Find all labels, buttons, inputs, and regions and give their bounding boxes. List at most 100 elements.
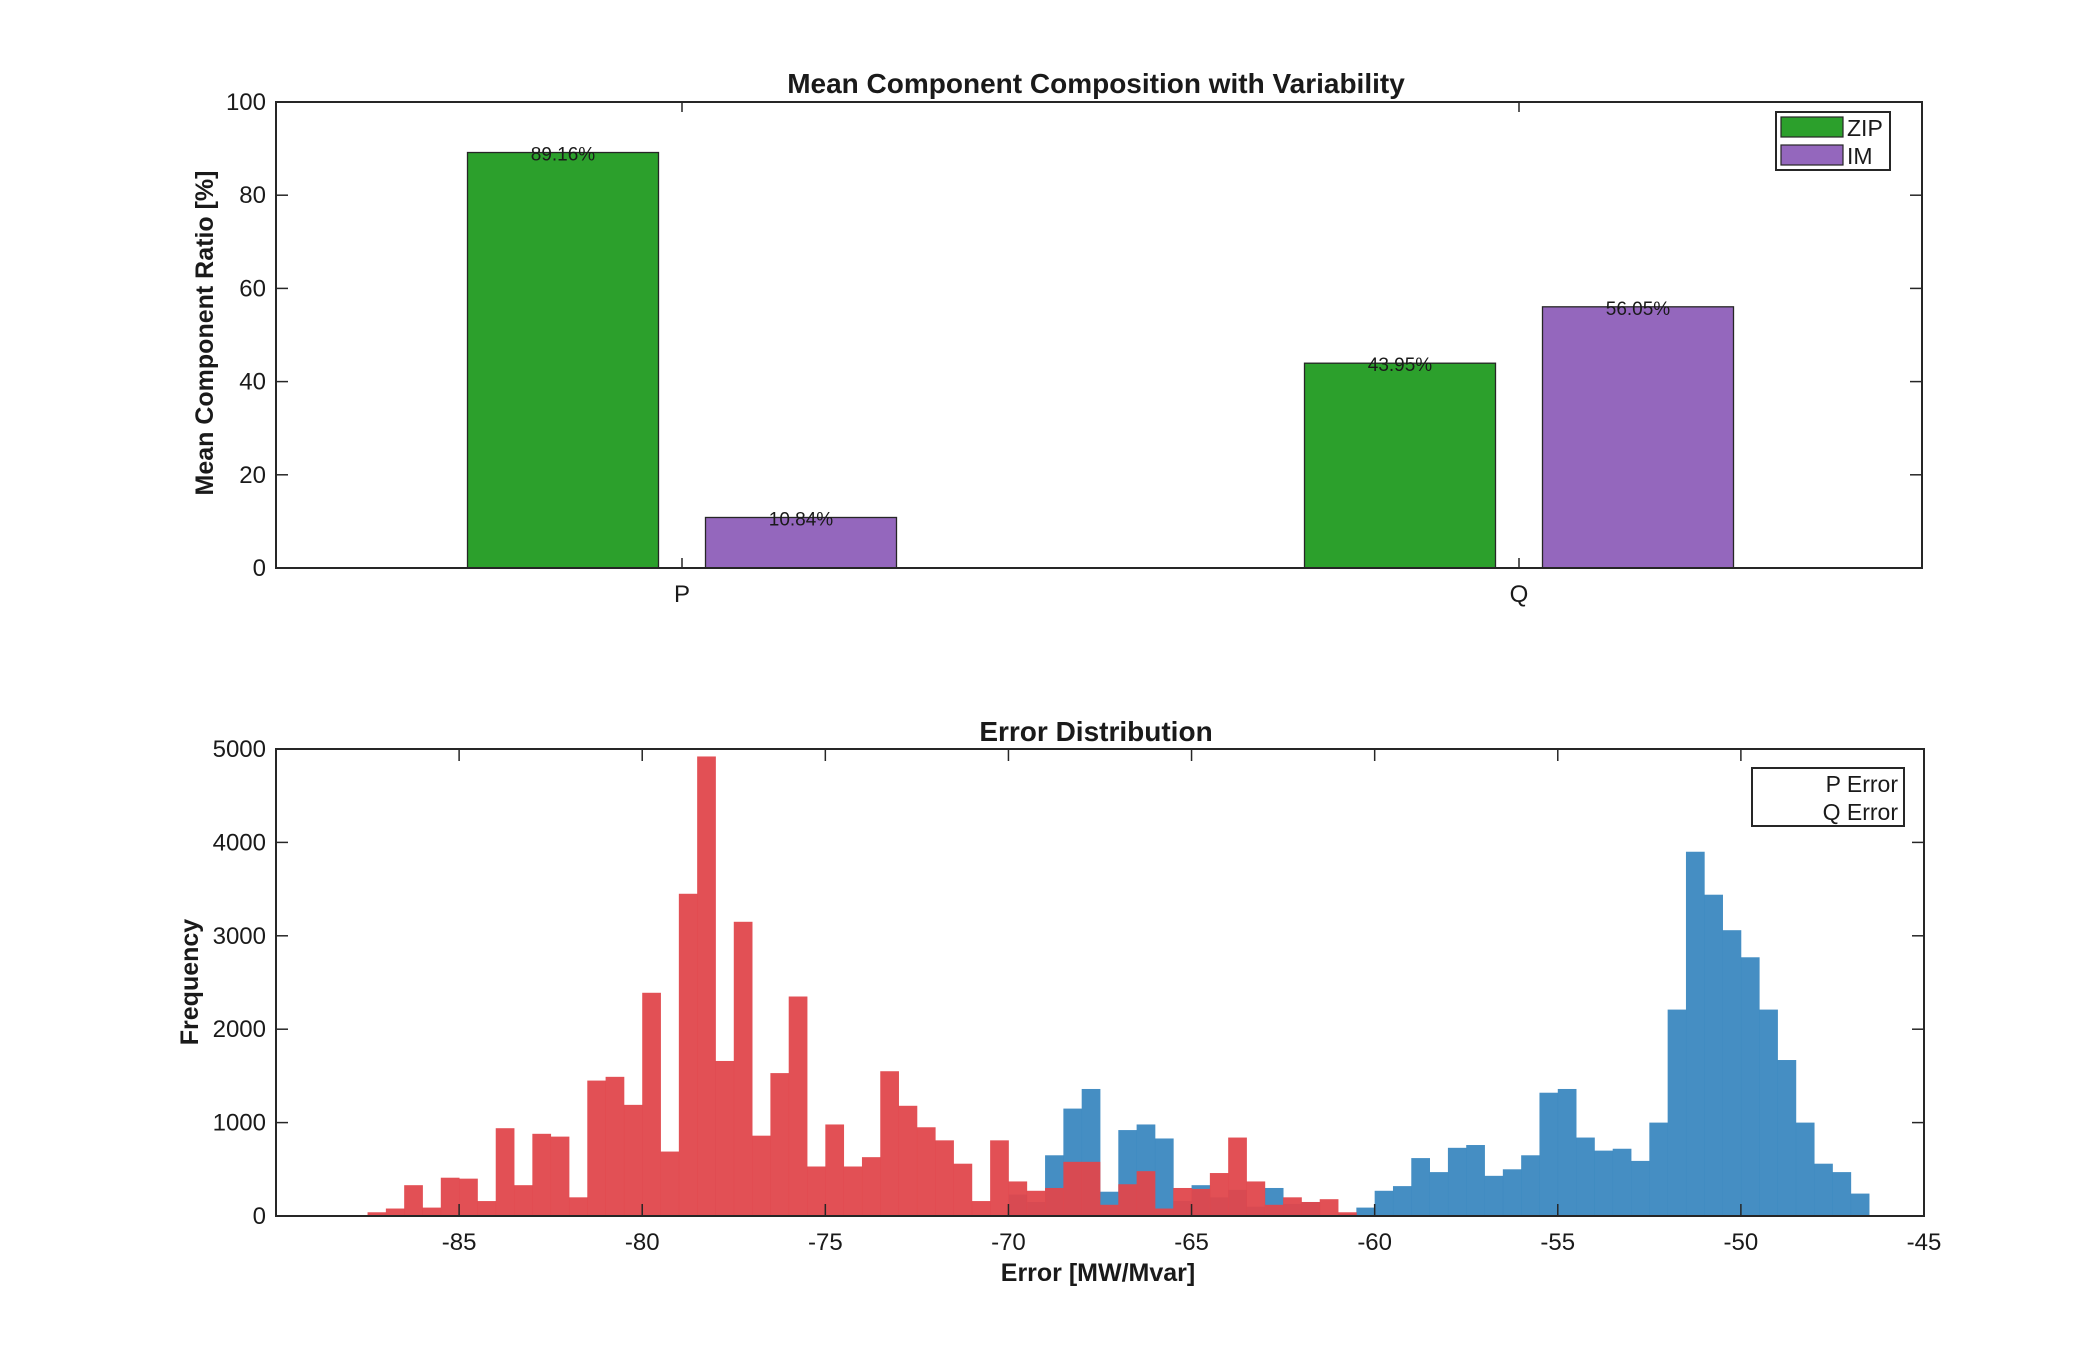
hist-bar-p-error (1667, 1009, 1687, 1216)
hist-bar-q-error (477, 1201, 497, 1216)
bar-chart-frame (275, 101, 1923, 569)
x-tick-label: Q (1510, 581, 1529, 608)
x-tick-label: -60 (1357, 1229, 1392, 1256)
y-tick-label: 4000 (213, 829, 266, 856)
hist-bar-q-error (880, 1071, 899, 1216)
hist-bar-q-error (1154, 1208, 1174, 1216)
legend-zip-label: ZIP (1847, 115, 1883, 141)
hist-bar-p-error (1557, 1088, 1577, 1216)
hist-bar-q-error (550, 1136, 570, 1216)
hist-bar-p-error (1539, 1092, 1559, 1216)
bar-im-q (1541, 306, 1735, 569)
hist-bar-q-error (715, 1060, 735, 1216)
hist-bar-q-error (861, 1157, 881, 1216)
hist-bar-q-error (605, 1076, 625, 1216)
hist-bar-p-error (1795, 1122, 1815, 1216)
hist-bar-q-error (1283, 1197, 1302, 1216)
hist-bar-q-error (990, 1140, 1009, 1216)
bar-y-axis: 0 20 40 60 80 100 (226, 89, 1922, 582)
hist-bar-q-error (752, 1135, 771, 1216)
bar-zip-q (1303, 362, 1497, 569)
hist-bar-q-error (807, 1166, 826, 1216)
legend-zip-swatch (1780, 116, 1844, 138)
hist-bar-q-error (1008, 1181, 1028, 1216)
hist-bar-p-error (1521, 1155, 1540, 1216)
x-tick-label: -80 (625, 1229, 660, 1256)
legend-q-error-label: Q Error (1823, 799, 1899, 825)
x-tick-label: -85 (442, 1229, 477, 1256)
x-tick-label: -70 (991, 1229, 1026, 1256)
hist-bar-q-error (532, 1133, 552, 1216)
hist-bar-p-error (1411, 1158, 1430, 1216)
hist-bar-q-error (1264, 1204, 1284, 1216)
hist-bar-q-error (916, 1127, 936, 1216)
bar-label-im-q: 56.05% (1606, 299, 1671, 320)
hist-bar-p-error (1649, 1122, 1669, 1216)
hist-bar-q-error (404, 1185, 423, 1216)
hist-bar-p-error (1576, 1137, 1595, 1216)
hist-bar-q-error (1228, 1137, 1247, 1216)
histogram-x-axis: -85 -80 -75 -70 -65 -60 -55 -50 -45 (442, 749, 1942, 1256)
hist-bar-p-error (1484, 1175, 1504, 1216)
hist-bar-q-error (788, 996, 808, 1216)
hist-bar-p-error (1759, 1009, 1778, 1216)
legend-im-swatch (1780, 144, 1844, 166)
hist-bar-q-error (642, 992, 661, 1216)
hist-bar-q-error (568, 1197, 588, 1216)
hist-bar-p-error (1154, 1138, 1174, 1216)
hist-bar-p-error (1447, 1147, 1467, 1216)
hist-bar-q-error (1173, 1187, 1192, 1216)
bar-legend: ZIP IM (1775, 111, 1891, 171)
hist-bar-p-error (1356, 1207, 1376, 1216)
bar-label-zip-p: 89.16% (531, 145, 596, 166)
histogram-legend: P Error Q Error (1751, 767, 1905, 827)
legend-im-label: IM (1847, 143, 1873, 169)
hist-bar-p-error (1612, 1148, 1632, 1216)
hist-bar-p-error (1814, 1163, 1833, 1216)
hist-bar-q-error (1136, 1171, 1156, 1216)
hist-bar-q-error (385, 1208, 405, 1216)
bar-zip-p (466, 151, 660, 569)
hist-bar-q-error (1191, 1188, 1211, 1216)
bar-im-p (704, 516, 898, 569)
hist-bar-p-error (1594, 1150, 1614, 1216)
histogram-marks (367, 756, 1870, 1216)
hist-bar-p-error (1392, 1186, 1412, 1216)
hist-bar-q-error (971, 1201, 991, 1216)
hist-bar-q-error (495, 1128, 515, 1216)
hist-bar-q-error (953, 1163, 973, 1216)
bar-marks: 89.16% 10.84% 43.95% 56.05% (466, 145, 1735, 569)
hist-bar-q-error (1338, 1212, 1357, 1216)
y-tick-label: 60 (239, 275, 266, 302)
histogram-chart: Error Distribution Frequency Error [MW/M… (176, 716, 1941, 1287)
x-tick-label: P (674, 581, 690, 608)
hist-bar-q-error (678, 893, 698, 1216)
hist-bar-p-error (1429, 1172, 1449, 1216)
hist-bar-p-error (1704, 894, 1723, 1216)
hist-bar-q-error (843, 1166, 863, 1216)
hist-bar-q-error (514, 1185, 533, 1216)
y-tick-label: 40 (239, 369, 266, 396)
y-tick-label: 0 (253, 555, 266, 582)
hist-bar-p-error (1832, 1172, 1852, 1216)
hist-bar-q-error (440, 1177, 460, 1216)
hist-bar-q-error (367, 1212, 387, 1216)
hist-bar-q-error (1209, 1173, 1229, 1216)
y-tick-label: 3000 (213, 923, 266, 950)
hist-bar-q-error (697, 756, 716, 1216)
hist-bar-q-error (733, 921, 753, 1216)
hist-bar-q-error (422, 1207, 442, 1216)
histogram-xlabel: Error [MW/Mvar] (1001, 1259, 1195, 1287)
hist-bar-q-error (1045, 1187, 1064, 1216)
y-tick-label: 2000 (213, 1016, 266, 1043)
hist-bar-p-error (1850, 1193, 1870, 1216)
x-tick-label: -45 (1907, 1229, 1942, 1256)
x-tick-label: -75 (808, 1229, 843, 1256)
hist-bar-q-error (770, 1073, 790, 1216)
hist-bar-q-error (587, 1080, 606, 1216)
hist-bar-q-error (623, 1104, 643, 1216)
hist-bar-p-error (1631, 1160, 1650, 1216)
hist-bar-q-error (1246, 1181, 1266, 1216)
hist-bar-p-error (1722, 930, 1742, 1216)
